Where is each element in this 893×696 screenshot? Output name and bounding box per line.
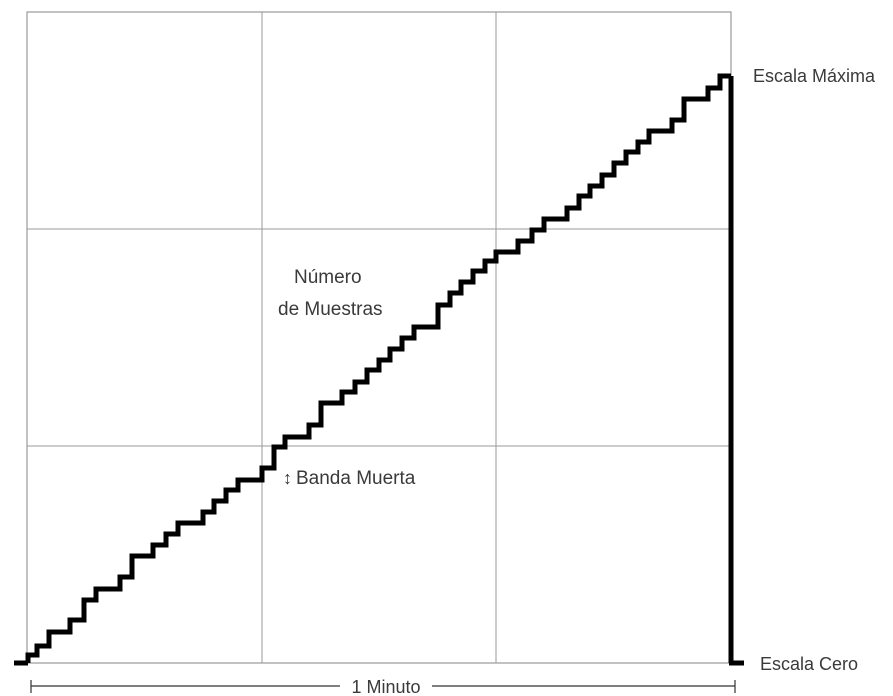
dead-band-arrow-icon: ↕: [283, 468, 292, 488]
sample-staircase: [25, 73, 731, 663]
dead-band-label: Banda Muerta: [296, 468, 416, 489]
zero-scale-label: Escala Cero: [760, 654, 858, 674]
max-scale-label: Escala Máxima: [753, 66, 876, 86]
samples-label-line2: de Muestras: [278, 299, 383, 320]
time-span-label: 1 Minuto: [351, 677, 420, 696]
samples-label-line1: Número: [294, 267, 362, 288]
